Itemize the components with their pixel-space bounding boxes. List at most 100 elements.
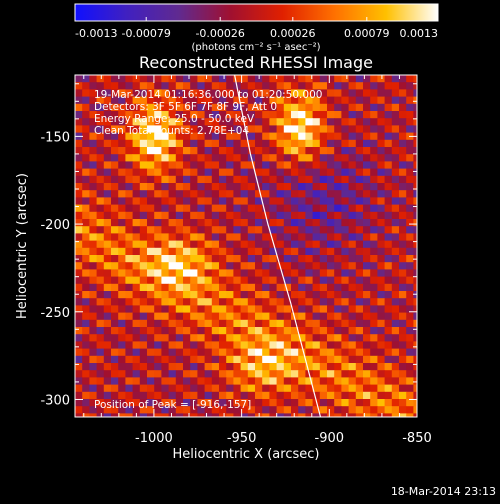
heatmap-cell <box>319 399 328 407</box>
heatmap-cell <box>377 82 385 90</box>
heatmap-cell <box>377 190 385 198</box>
heatmap-cell <box>406 75 414 83</box>
heatmap-cell <box>370 211 378 220</box>
colorbar-tick-label: 0.00026 <box>270 27 316 40</box>
heatmap-cell <box>348 291 357 299</box>
heatmap-cell <box>89 240 97 249</box>
heatmap-cell <box>103 370 112 378</box>
heatmap-cell <box>341 211 349 220</box>
heatmap-cell <box>219 413 227 417</box>
heatmap-cell <box>103 384 112 393</box>
heatmap-cell <box>226 89 234 97</box>
heatmap-cell <box>139 319 148 328</box>
heatmap-cell <box>96 413 105 417</box>
heatmap-cell <box>183 384 191 393</box>
heatmap-cell <box>154 211 162 220</box>
heatmap-cell <box>291 334 299 342</box>
heatmap-cell <box>204 377 213 385</box>
heatmap-cell <box>334 298 342 306</box>
heatmap-cell <box>370 384 378 393</box>
heatmap-cell <box>75 103 83 112</box>
heatmap-cell <box>139 139 148 148</box>
heatmap-cell <box>82 197 90 205</box>
heatmap-cell <box>269 370 277 378</box>
heatmap-cell <box>391 334 400 342</box>
heatmap-cell <box>355 247 364 256</box>
heatmap-cell <box>219 147 227 155</box>
heatmap-cell <box>341 233 349 241</box>
heatmap-cell <box>255 103 263 112</box>
heatmap-cell <box>103 283 112 292</box>
heatmap-cell <box>233 312 241 321</box>
heatmap-cell <box>276 233 285 241</box>
heatmap-cell <box>103 391 112 400</box>
heatmap-cell <box>226 334 234 342</box>
heatmap-cell <box>139 111 148 119</box>
heatmap-cell <box>175 348 184 357</box>
heatmap-cell <box>96 139 105 148</box>
heatmap-cell <box>319 291 328 299</box>
heatmap-cell <box>406 103 414 112</box>
heatmap-cell <box>298 377 306 385</box>
heatmap-cell <box>413 341 417 349</box>
heatmap-cell <box>355 89 364 97</box>
heatmap-cell <box>211 399 220 407</box>
heatmap-cell <box>262 175 270 184</box>
heatmap-cell <box>111 312 119 321</box>
heatmap-cell <box>89 161 97 169</box>
heatmap-cell <box>269 255 277 263</box>
heatmap-cell <box>283 283 292 292</box>
heatmap-cell <box>168 262 177 270</box>
heatmap-cell <box>125 197 133 205</box>
heatmap-cell <box>111 399 119 407</box>
heatmap-cell <box>391 118 400 126</box>
heatmap-cell <box>154 89 162 97</box>
heatmap-cell <box>334 312 342 321</box>
heatmap-cell <box>161 147 169 155</box>
heatmap-cell <box>276 255 285 263</box>
heatmap-cell <box>240 269 249 277</box>
heatmap-cell <box>312 391 321 400</box>
heatmap-cell <box>291 269 299 277</box>
heatmap-cell <box>283 305 292 313</box>
heatmap-cell <box>161 355 169 364</box>
heatmap-cell <box>370 190 378 198</box>
heatmap-cell <box>197 276 205 285</box>
heatmap-cell <box>118 233 126 241</box>
heatmap-cell <box>132 334 141 342</box>
heatmap-cell <box>219 96 227 105</box>
heatmap-cell <box>319 305 328 313</box>
heatmap-cell <box>211 139 220 148</box>
heatmap-cell <box>305 233 313 241</box>
heatmap-cell <box>370 118 378 126</box>
heatmap-cell <box>89 190 97 198</box>
heatmap-cell <box>355 255 364 263</box>
heatmap-cell <box>75 384 83 393</box>
heatmap-cell <box>240 125 249 133</box>
heatmap-cell <box>82 168 90 177</box>
heatmap-cell <box>75 204 83 213</box>
heatmap-cell <box>139 291 148 299</box>
heatmap-cell <box>312 75 321 83</box>
heatmap-cell <box>154 348 162 357</box>
heatmap-cell <box>305 305 313 313</box>
heatmap-cell <box>305 197 313 205</box>
heatmap-cell <box>175 262 184 270</box>
heatmap-cell <box>262 298 270 306</box>
heatmap-cell <box>370 103 378 112</box>
heatmap-cell <box>255 370 263 378</box>
heatmap-cell <box>406 276 414 285</box>
heatmap-cell <box>233 89 241 97</box>
heatmap-cell <box>355 399 364 407</box>
heatmap-cell <box>219 399 227 407</box>
heatmap-cell <box>183 399 191 407</box>
heatmap-cell <box>399 269 407 277</box>
heatmap-cell <box>413 262 417 270</box>
heatmap-cell <box>125 96 133 105</box>
heatmap-cell <box>175 226 184 234</box>
heatmap-cell <box>190 255 198 263</box>
heatmap-cell <box>291 183 299 191</box>
heatmap-cell <box>348 283 357 292</box>
heatmap-cell <box>168 219 177 227</box>
heatmap-cell <box>139 118 148 126</box>
